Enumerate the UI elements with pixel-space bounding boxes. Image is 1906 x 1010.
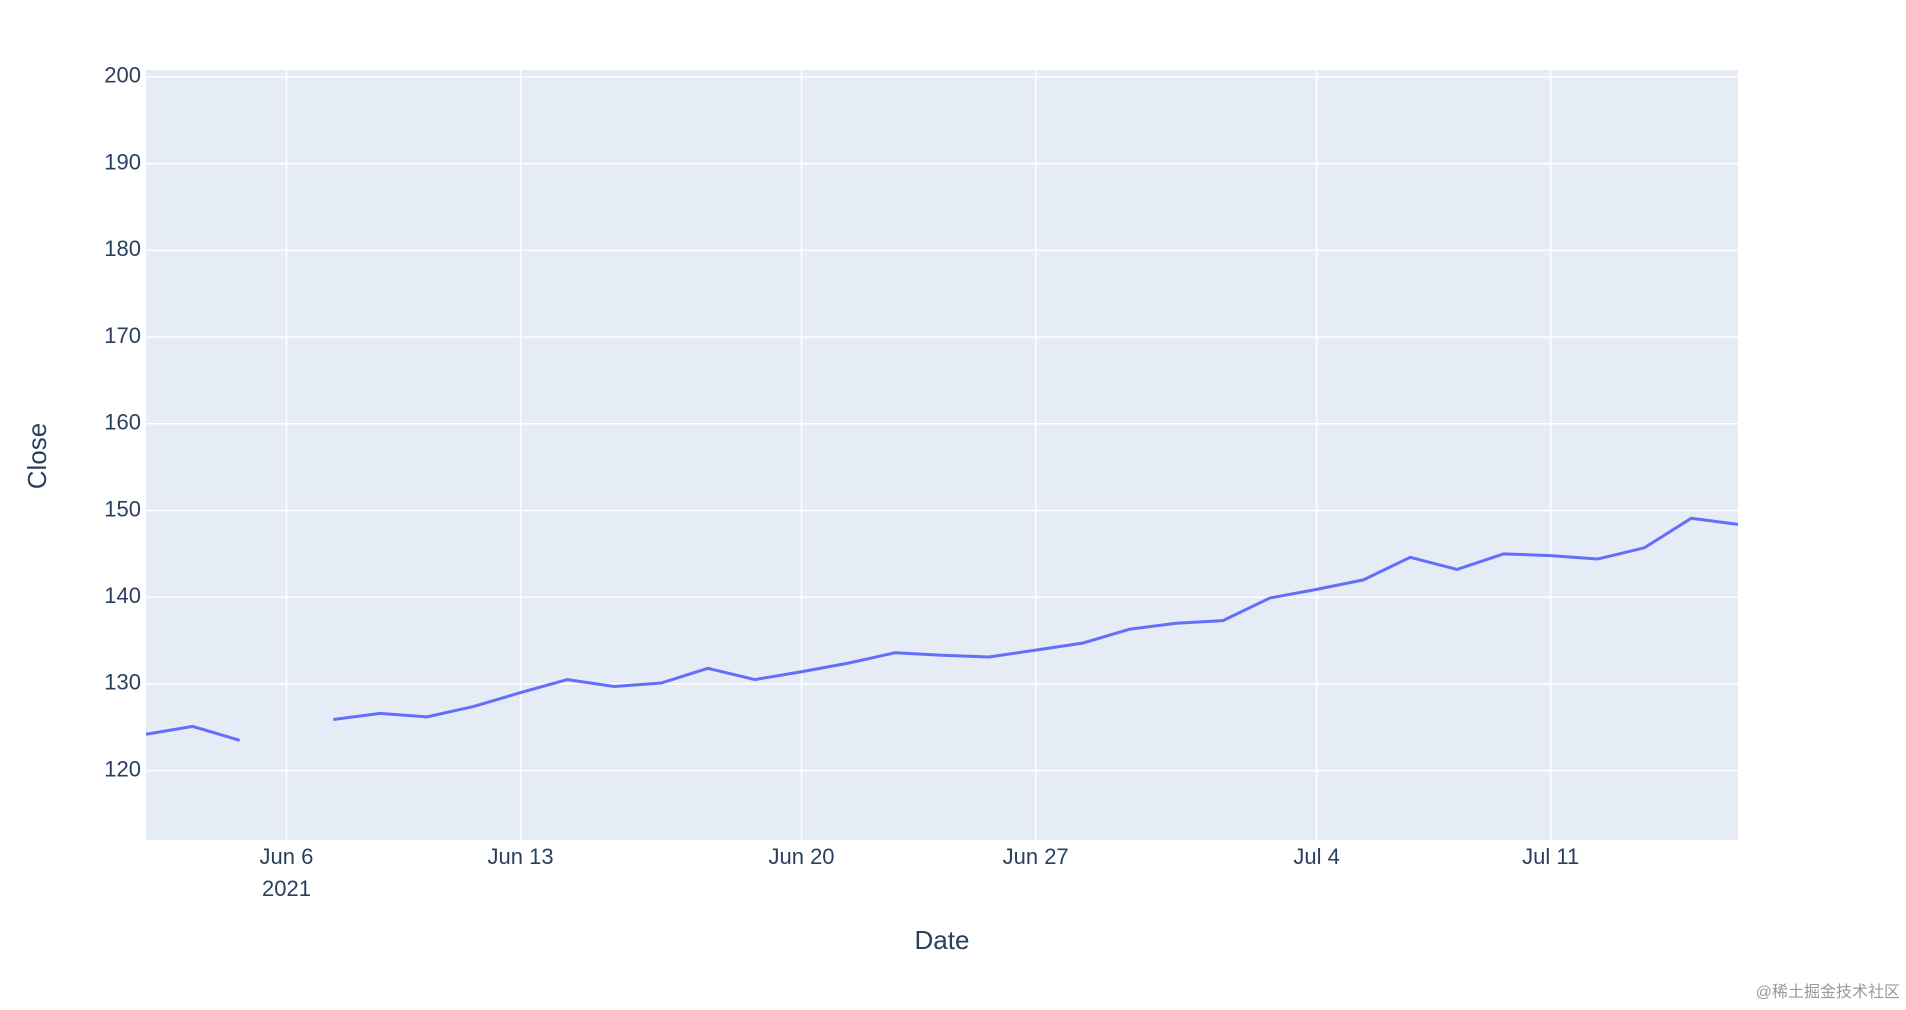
y-tick-label: 200 bbox=[104, 63, 141, 88]
plot-background bbox=[146, 70, 1738, 840]
y-tick-label: 160 bbox=[104, 410, 141, 435]
data-line bbox=[145, 516, 1739, 742]
watermark: @稀土掘金技术社区 bbox=[1756, 983, 1900, 1001]
y-tick-label: 180 bbox=[104, 236, 141, 261]
y-tick-label: 130 bbox=[104, 670, 141, 695]
y-tick-label: 140 bbox=[104, 583, 141, 608]
y-tick-label: 190 bbox=[104, 149, 141, 174]
x-axis-title: Date bbox=[915, 925, 970, 955]
y-axis-title: Close bbox=[22, 423, 52, 489]
x-tick-label: Jun 6 bbox=[260, 844, 314, 869]
x-tick-label: Jun 27 bbox=[1003, 844, 1069, 869]
x-tick-label: Jun 20 bbox=[768, 844, 834, 869]
x-tick-label: Jun 13 bbox=[488, 844, 554, 869]
y-tick-label: 170 bbox=[104, 323, 141, 348]
y-tick-label: 120 bbox=[104, 756, 141, 781]
y-tick-label: 150 bbox=[104, 496, 141, 521]
x-tick-year: 2021 bbox=[262, 876, 311, 901]
x-tick-label: Jul 11 bbox=[1522, 844, 1579, 869]
x-tick-label: Jul 4 bbox=[1293, 844, 1339, 869]
